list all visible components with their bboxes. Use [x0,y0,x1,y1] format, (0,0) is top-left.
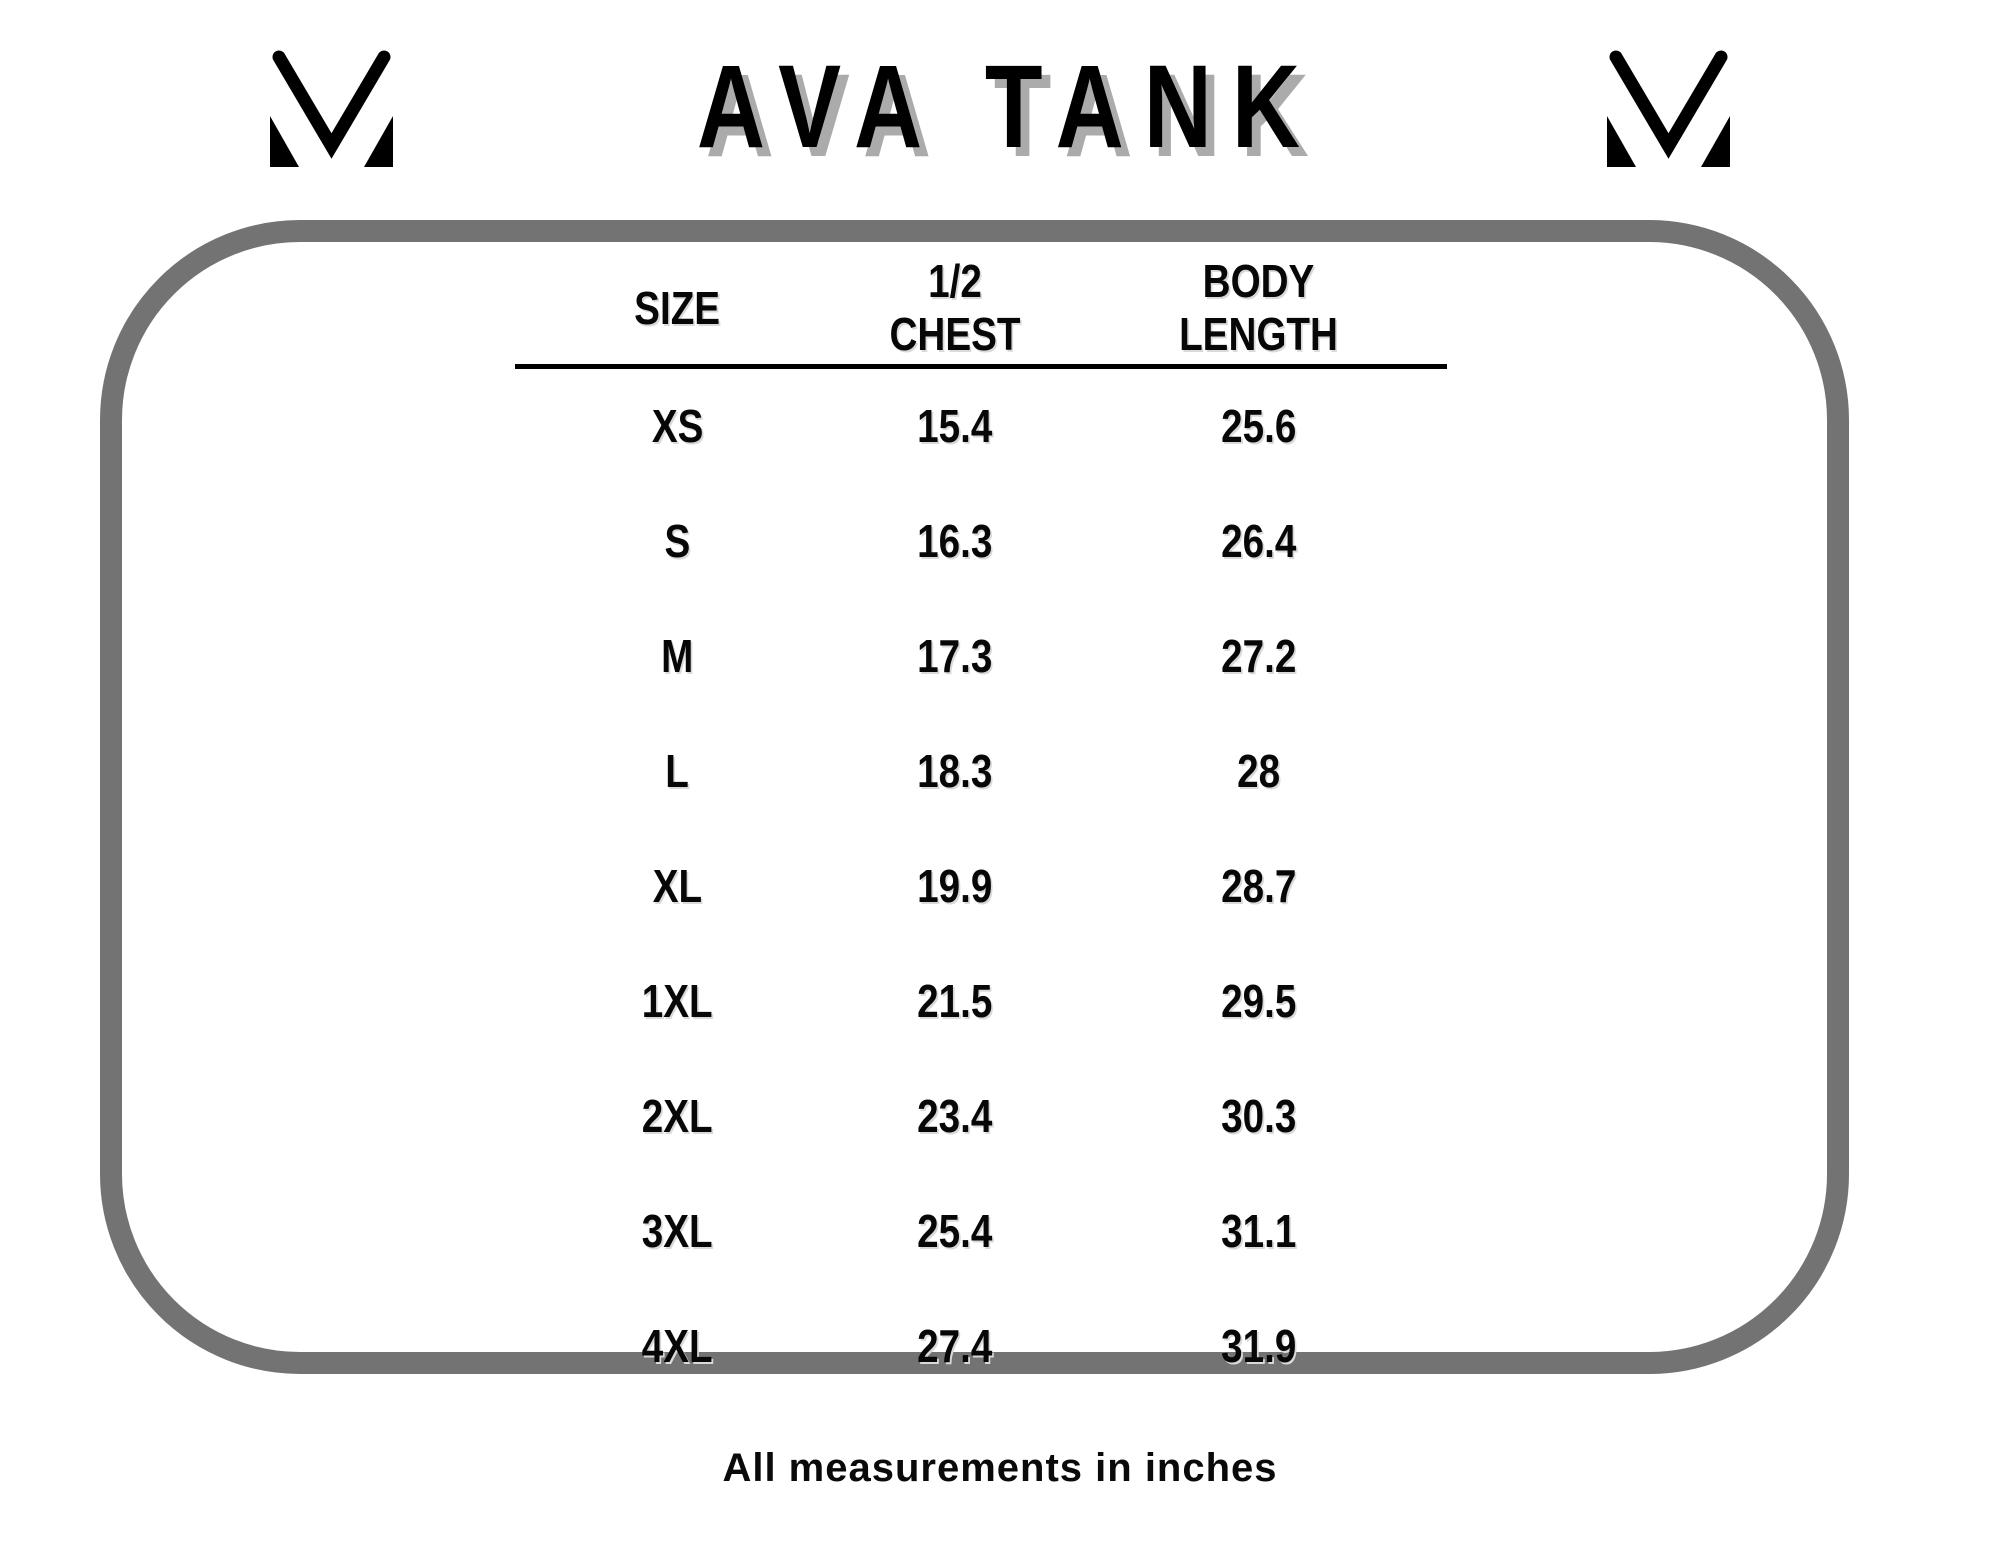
header: AVA TANK [0,40,2000,174]
half-chest-value: 27.4 [917,1320,993,1373]
body-length-value: 31.1 [1220,1205,1297,1258]
size-value: M [661,630,694,683]
mv-monogram-logo-right [1605,48,1732,167]
size-value: S [664,515,691,568]
size-value: XS [651,400,704,453]
half-chest-value: 19.9 [917,860,993,913]
column-header-body-length: BODY LENGTH [1070,252,1447,364]
body-length-value: 28.7 [1220,860,1297,913]
body-length-cell: 27.2 [1070,599,1447,714]
size-cell: XS [515,369,840,484]
half-chest-cell: 21.5 [840,944,1070,1059]
mv-monogram-icon [1607,50,1730,167]
size-value: 2XL [642,1090,713,1143]
mv-monogram-icon [270,50,393,167]
header-divider-line [515,364,1447,369]
half-chest-cell: 15.4 [840,369,1070,484]
body-length-cell: 30.3 [1070,1059,1447,1174]
table-body: XS 15.4 25.6 S 16.3 26.4 [515,369,1447,1404]
body-length-cell: 28 [1070,714,1447,829]
body-length-cell: 26.4 [1070,484,1447,599]
body-length-cell: 31.1 [1070,1174,1447,1289]
size-cell: S [515,484,840,599]
column-header-label: SIZE [634,281,721,334]
size-cell: L [515,714,840,829]
half-chest-value: 21.5 [917,975,993,1028]
body-length-value: 29.5 [1220,975,1297,1028]
column-header-label: BODY LENGTH [1179,255,1338,360]
half-chest-value: 17.3 [917,630,993,683]
size-chart-table: SIZE 1/2 CHEST BODY LENGTH XS 15.4 25.6 [515,252,1447,1404]
size-value: 3XL [642,1205,713,1258]
half-chest-cell: 19.9 [840,829,1070,944]
body-length-cell: 31.9 [1070,1289,1447,1404]
half-chest-cell: 25.4 [840,1174,1070,1289]
column-header-half-chest: 1/2 CHEST [840,252,1070,364]
body-length-value: 28 [1237,745,1280,798]
body-length-cell: 25.6 [1070,369,1447,484]
body-length-value: 27.2 [1220,630,1297,683]
half-chest-value: 16.3 [917,515,993,568]
size-cell: 2XL [515,1059,840,1174]
body-length-value: 26.4 [1220,515,1297,568]
body-length-value: 25.6 [1220,400,1297,453]
size-chart-frame [100,220,1849,1374]
size-value: XL [652,860,703,913]
body-length-value: 31.9 [1220,1320,1297,1373]
size-value: 1XL [642,975,713,1028]
size-value: L [665,745,690,798]
body-length-cell: 28.7 [1070,829,1447,944]
measurements-footnote: All measurements in inches [722,1446,1278,1490]
column-header-size: SIZE [515,252,840,364]
size-cell: XL [515,829,840,944]
body-length-value: 30.3 [1220,1090,1297,1143]
half-chest-value: 15.4 [917,400,993,453]
mv-monogram-logo-left [268,48,395,167]
half-chest-cell: 23.4 [840,1059,1070,1174]
size-cell: 3XL [515,1174,840,1289]
size-cell: M [515,599,840,714]
half-chest-cell: 27.4 [840,1289,1070,1404]
half-chest-cell: 18.3 [840,714,1070,829]
size-cell: 1XL [515,944,840,1059]
size-value: 4XL [642,1320,713,1373]
half-chest-cell: 16.3 [840,484,1070,599]
size-cell: 4XL [515,1289,840,1404]
half-chest-cell: 17.3 [840,599,1070,714]
body-length-cell: 29.5 [1070,944,1447,1059]
column-header-label: 1/2 CHEST [889,255,1021,360]
half-chest-value: 18.3 [917,745,993,798]
half-chest-value: 23.4 [917,1090,993,1143]
page-title: AVA TANK [696,41,1320,173]
half-chest-value: 25.4 [917,1205,993,1258]
table-header-row: SIZE 1/2 CHEST BODY LENGTH [515,252,1447,364]
